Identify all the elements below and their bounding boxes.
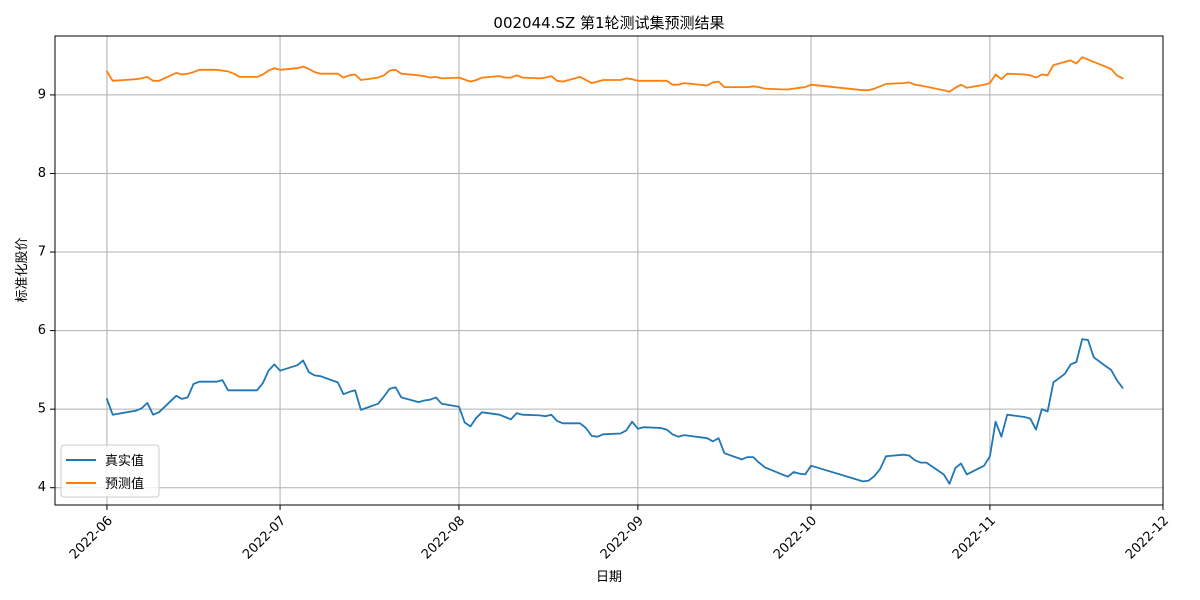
plot-series [106, 56, 1124, 485]
plot-frame [54, 35, 1164, 506]
actual-series-line [106, 338, 1124, 485]
legend-label-predicted: 预测值 [105, 476, 144, 492]
y-tick-label: 5 [38, 402, 46, 417]
y-tick-label: 8 [38, 166, 46, 181]
y-tick-label: 4 [38, 480, 46, 495]
x-tick-label: 2022-08 [419, 513, 468, 562]
legend: 真实值 预测值 [60, 444, 160, 498]
x-tick-label: 2022-06 [67, 513, 116, 562]
y-axis-ticks: 4 5 6 7 8 9 [38, 87, 55, 495]
x-axis-label: 日期 [596, 570, 622, 585]
predicted-series-line [106, 56, 1124, 93]
y-tick-label: 7 [38, 245, 46, 260]
y-axis-label: 标准化股价 [15, 237, 30, 302]
grid-lines [55, 36, 1164, 505]
y-tick-label: 6 [38, 323, 46, 338]
x-tick-label: 2022-07 [240, 513, 289, 562]
chart-title: 002044.SZ 第1轮测试集预测结果 [493, 14, 724, 32]
x-tick-label: 2022-11 [950, 513, 999, 562]
y-tick-label: 9 [38, 87, 46, 102]
x-tick-label: 2022-09 [598, 513, 647, 562]
x-tick-label: 2022-10 [771, 513, 820, 562]
x-tick-label: 2022-12 [1123, 513, 1172, 562]
legend-label-actual: 真实值 [105, 453, 144, 469]
x-axis-ticks: 2022-06 2022-07 2022-08 2022-09 2022-10 2022-… [67, 505, 1172, 562]
